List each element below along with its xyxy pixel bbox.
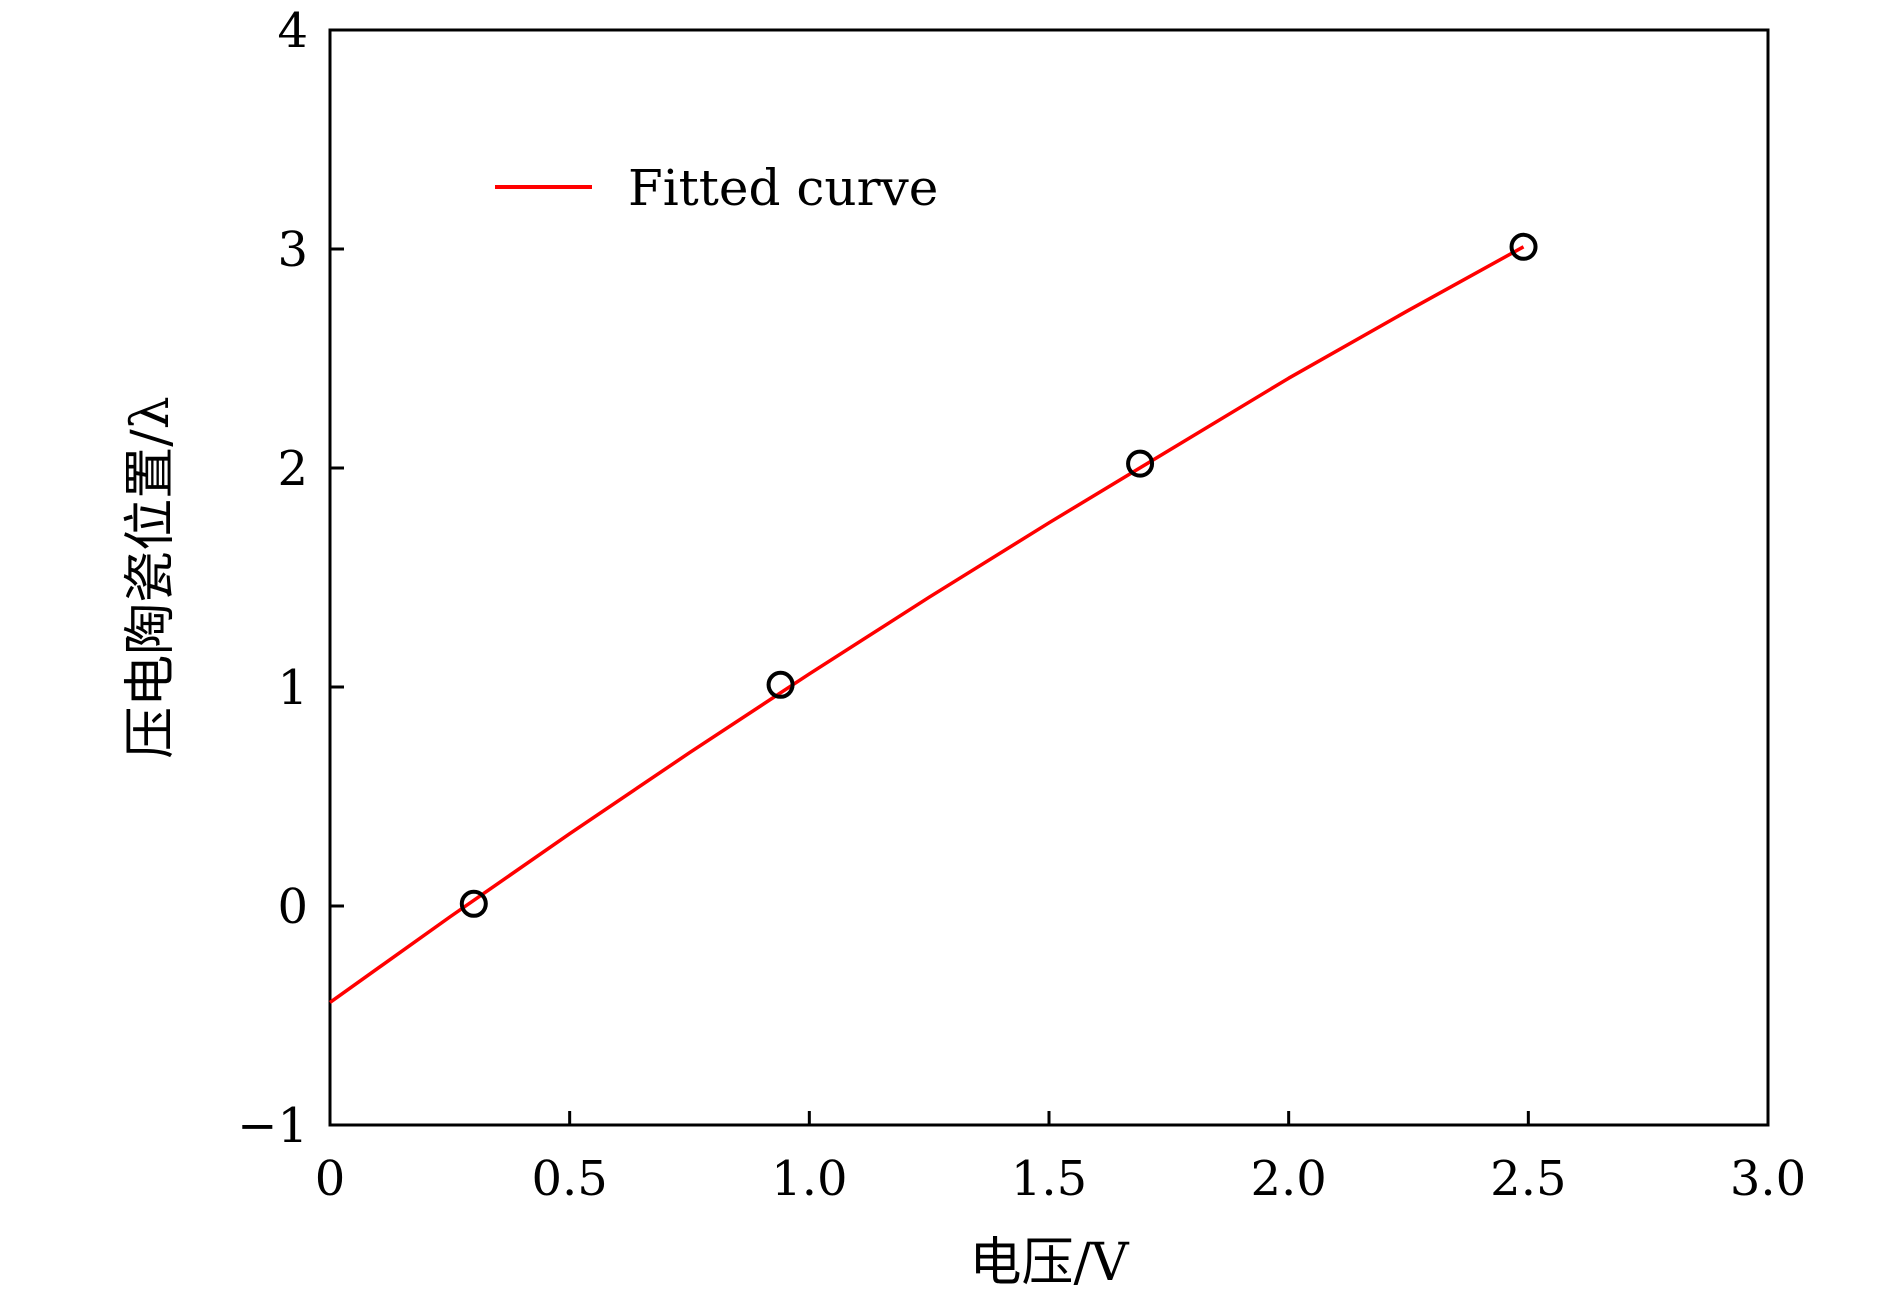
data-point-marker: [459, 889, 488, 918]
x-tick-label: 1.5: [1011, 1151, 1087, 1207]
data-point-marker: [766, 670, 795, 699]
y-axis-title: 压电陶瓷位置/λ: [121, 396, 181, 758]
y-tick-label: 2: [277, 441, 308, 497]
y-tick-label: −1: [237, 1098, 308, 1154]
legend: Fitted curve: [495, 159, 938, 217]
x-tick-label: 1.0: [771, 1151, 847, 1207]
plot-frame: [328, 28, 1770, 1127]
legend-label-fitted-curve: Fitted curve: [628, 159, 938, 217]
y-tick-label: 3: [277, 222, 308, 278]
data-point-marker: [1509, 232, 1538, 261]
x-axis-title: 电压/V: [969, 1233, 1130, 1293]
data-point-marker: [1126, 449, 1155, 478]
x-tick-label: 2.5: [1490, 1151, 1566, 1207]
series-layer: [328, 232, 1538, 1004]
y-tick-label: 1: [277, 660, 308, 716]
x-tick-label: 0.5: [531, 1151, 607, 1207]
y-tick-label: 4: [277, 3, 308, 59]
y-tick-label: 0: [277, 879, 308, 935]
fitted-curve-line: [328, 245, 1525, 1004]
x-tick-label: 2.0: [1250, 1151, 1326, 1207]
x-tick-label: 0: [315, 1151, 346, 1207]
x-tick-label: 3.0: [1730, 1151, 1806, 1207]
